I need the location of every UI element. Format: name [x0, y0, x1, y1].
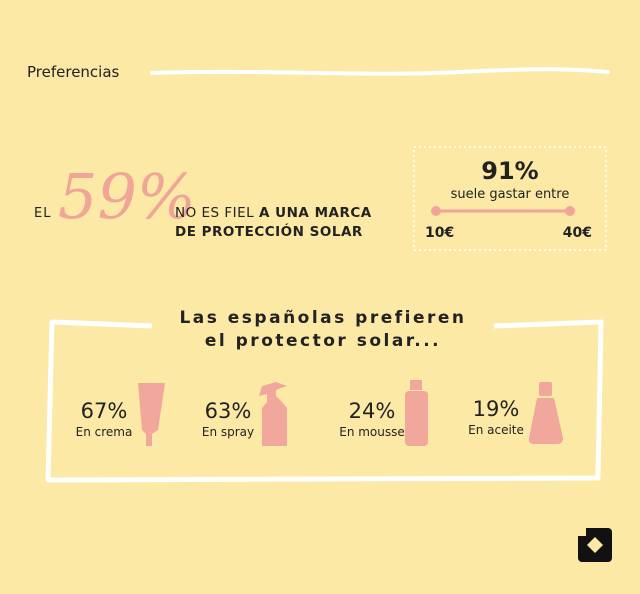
spending-box — [413, 146, 607, 251]
loyalty-prefix: EL — [34, 206, 51, 221]
mousse-cap — [410, 380, 422, 390]
product-value: 24% — [349, 399, 396, 423]
product-icons — [138, 380, 563, 446]
mousse-icon — [405, 391, 428, 446]
divider — [150, 67, 610, 76]
product-label: En crema — [76, 425, 133, 439]
spending-caption: suele gastar entre — [451, 187, 570, 202]
spending-value: 91% — [481, 157, 538, 185]
loyalty-light: NO ES FIEL — [175, 205, 254, 221]
product-label: En aceite — [468, 423, 524, 437]
products: 67% En crema 63% En spray 24% En mousse 19% En … — [76, 397, 524, 439]
logo-notch — [578, 528, 586, 536]
tube-icon — [138, 383, 165, 446]
section-title: Las españolas prefieren — [179, 308, 466, 328]
product-value: 63% — [205, 399, 252, 423]
spending-min: 10€ — [425, 225, 454, 241]
loyalty-text: NO ES FIEL A UNA MARCA — [175, 205, 372, 221]
section-title: el protector solar... — [205, 331, 441, 351]
loyalty-line2: DE PROTECCIÓN SOLAR — [175, 222, 363, 240]
product-value: 19% — [473, 397, 520, 421]
product-label: En mousse — [339, 425, 405, 439]
range-dot — [565, 206, 575, 216]
spray-icon — [259, 382, 287, 446]
spending-max: 40€ — [563, 225, 592, 241]
section-frame — [45, 319, 604, 483]
logo-diamond — [587, 537, 603, 553]
oil-cap — [539, 382, 552, 396]
oil-icon — [528, 398, 563, 444]
product-label: En spray — [202, 425, 254, 439]
loyalty-bold: A UNA MARCA — [259, 205, 372, 221]
loyalty-value: 59% — [58, 160, 196, 233]
range-dot — [431, 206, 441, 216]
header-title: Preferencias — [27, 63, 120, 81]
product-value: 67% — [81, 399, 128, 423]
